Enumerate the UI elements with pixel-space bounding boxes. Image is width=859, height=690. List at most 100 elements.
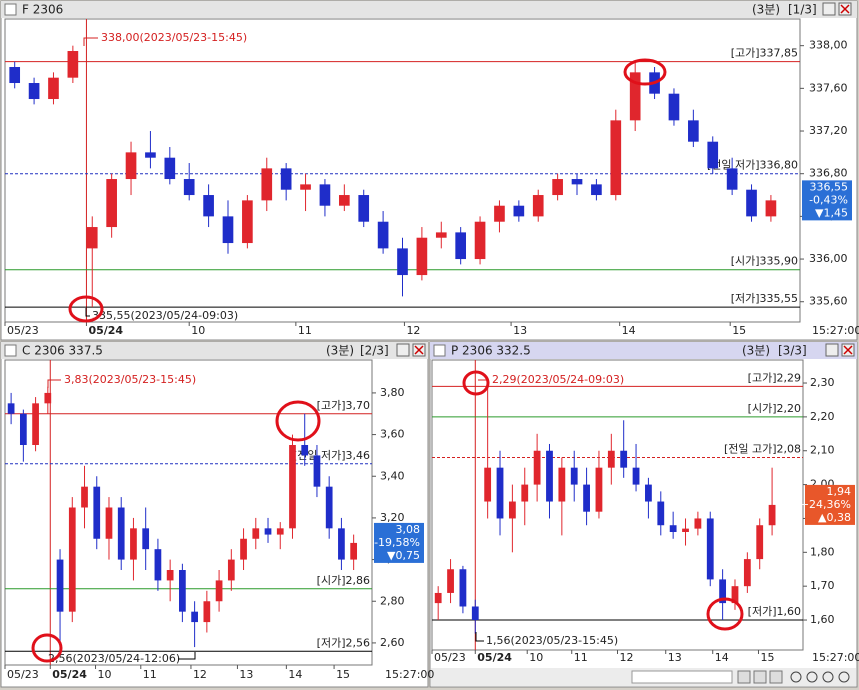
- y-tick-label: 1,70: [810, 579, 835, 592]
- level-label: [고가]3,70: [317, 399, 370, 412]
- tool-button[interactable]: [838, 671, 850, 683]
- candle-body: [474, 221, 486, 260]
- zoom-button[interactable]: [806, 671, 818, 683]
- candle-body: [117, 507, 125, 560]
- y-tick-label: 3,80: [380, 386, 405, 399]
- level-label: [시가]2,20: [748, 402, 801, 415]
- candle-body: [242, 200, 253, 244]
- candle-body: [707, 141, 719, 169]
- candle-body: [325, 486, 333, 529]
- x-tick-label: 10: [98, 668, 112, 681]
- candle-body: [731, 586, 739, 604]
- x-tick-label: 14: [622, 324, 636, 337]
- x-tick-label: 05/24: [88, 324, 123, 337]
- annotation-arrow: [85, 308, 90, 317]
- candle-body: [338, 195, 350, 206]
- price-box-text: -0,43%: [809, 193, 848, 206]
- tool-button[interactable]: [769, 670, 783, 684]
- candle-body: [546, 450, 553, 502]
- zoom-button[interactable]: [822, 671, 834, 683]
- candle-body: [81, 486, 88, 508]
- interval: (3분): [326, 344, 354, 358]
- x-tick-label: 15: [732, 324, 746, 337]
- candle-body: [645, 484, 652, 502]
- annotation: 335,55(2023/05/24-09:03): [92, 309, 238, 322]
- candle-body: [301, 445, 309, 456]
- candle-body: [629, 72, 641, 121]
- maximize-button[interactable]: [825, 343, 839, 357]
- checkbox[interactable]: [433, 344, 446, 357]
- y-tick-label: 2,10: [810, 444, 835, 457]
- candle-body: [688, 120, 699, 142]
- candle-body: [610, 120, 622, 196]
- checkbox[interactable]: [4, 3, 17, 16]
- highlight-circle: [68, 295, 104, 323]
- candle-body: [7, 403, 15, 414]
- candle-body: [435, 232, 447, 238]
- x-tick-label: 05/23: [434, 651, 466, 664]
- candle-body: [289, 445, 296, 529]
- price-box-text: ▲0,38: [818, 511, 851, 524]
- x-tick-label: 12: [620, 651, 634, 664]
- close-icon: [843, 345, 853, 355]
- x-tick-label: 10: [191, 324, 205, 337]
- candle-body: [447, 569, 454, 593]
- candle-body: [19, 413, 27, 445]
- x-tick-label: 15: [760, 651, 774, 664]
- x-tick-label: 12: [193, 668, 207, 681]
- annotation: 338,00(2023/05/23-15:45): [101, 31, 247, 44]
- candle-body: [377, 221, 389, 249]
- x-tick-label: 13: [239, 668, 253, 681]
- candle-body: [32, 403, 39, 445]
- candle-body: [56, 559, 64, 612]
- candle-body: [657, 501, 665, 526]
- maximize-button[interactable]: [396, 343, 410, 357]
- y-tick-label: 3,40: [380, 469, 405, 482]
- candle-body: [191, 611, 198, 623]
- tool-button[interactable]: [753, 670, 767, 684]
- price-box-text: 336,55: [810, 180, 849, 193]
- candle-body: [521, 484, 529, 502]
- price-box: [374, 522, 424, 563]
- candle-body: [105, 507, 113, 539]
- candle-body: [595, 467, 603, 512]
- candle-body: [338, 528, 345, 560]
- checkbox[interactable]: [4, 344, 17, 357]
- level-label: [고가]2,29: [748, 371, 801, 384]
- candle-body: [179, 570, 186, 612]
- y-tick-label: 337,20: [809, 124, 848, 137]
- candle-body: [669, 525, 677, 533]
- level-label: [고가]337,85: [731, 47, 798, 60]
- price-box-text: +24,36%: [800, 498, 851, 511]
- y-tick-label: 2,80: [380, 594, 405, 607]
- tool-button[interactable]: [737, 670, 751, 684]
- candle-body: [280, 168, 292, 190]
- price-box-text: 1,94: [827, 485, 852, 498]
- annotation-arrow: [83, 37, 98, 46]
- zoom-button[interactable]: [790, 671, 802, 683]
- y-tick-label: 1,60: [810, 613, 835, 626]
- annotation: 2,29(2023/05/24-09:03): [492, 373, 624, 386]
- x-tick-label: 13: [513, 324, 527, 337]
- x-tick-label: 11: [143, 668, 157, 681]
- x-tick-label: 11: [574, 651, 588, 664]
- candle-body: [240, 538, 247, 560]
- candle-body: [632, 467, 640, 485]
- candle-body: [313, 455, 321, 487]
- panel-title: P 2306 332.5: [451, 344, 531, 358]
- maximize-button[interactable]: [822, 2, 836, 16]
- y-tick-label: 2,20: [810, 410, 835, 423]
- price-box-text: ▼0,75: [387, 549, 420, 562]
- x-tick-label: 12: [406, 324, 420, 337]
- y-tick-label: 3,20: [380, 511, 405, 524]
- plot-area: [4, 359, 373, 666]
- y-tick-label: 2,30: [810, 376, 835, 389]
- y-tick-label: 1,80: [810, 545, 835, 558]
- scrollbar[interactable]: [631, 670, 733, 684]
- candle-body: [9, 67, 21, 84]
- time-label: 15:27:00: [812, 324, 859, 337]
- highlight-circle: [31, 633, 63, 663]
- level-label: [전일 저가]336,80: [707, 158, 798, 172]
- time-label: 15:27:00: [812, 651, 859, 664]
- candle-body: [215, 580, 223, 602]
